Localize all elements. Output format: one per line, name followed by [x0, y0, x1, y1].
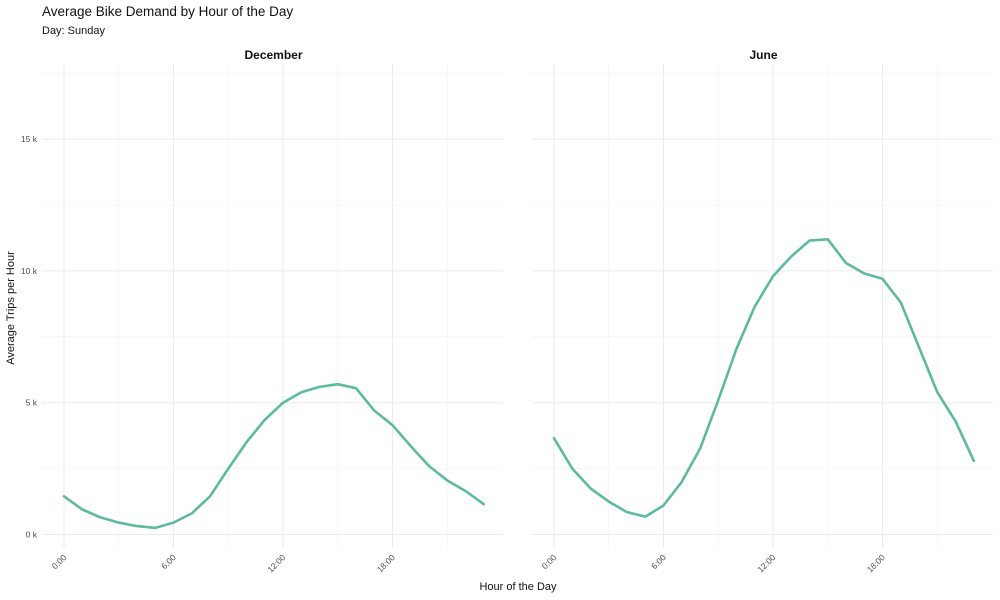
x-tick-label: 6:00	[159, 552, 178, 571]
x-tick-label: 18:00	[865, 552, 887, 574]
series-line-june	[552, 238, 976, 518]
x-tick-label: 0:00	[50, 552, 69, 571]
x-tick-label: 12:00	[265, 552, 287, 574]
panel-june: June 0:00 6:00 12:00 18:00	[532, 48, 993, 574]
x-tick-label: 6:00	[649, 552, 668, 571]
y-tick-label: 5 k	[26, 398, 38, 408]
panel-december: December 0 k 5 k 10 k 15 k 0:00 6:00 12:00 18:00	[21, 48, 503, 574]
facet-title: June	[749, 48, 777, 62]
series-line-december	[62, 382, 486, 530]
facet-title: December	[244, 48, 302, 62]
x-axis-title: Hour of the Day	[479, 581, 557, 593]
y-axis-title: Average Trips per Hour	[5, 251, 17, 365]
y-tick-label: 10 k	[21, 266, 38, 276]
y-tick-label: 15 k	[21, 134, 38, 144]
x-tick-label: 0:00	[540, 552, 559, 571]
x-tick-label: 18:00	[375, 552, 397, 574]
x-tick-label: 12:00	[755, 552, 777, 574]
y-tick-label: 0 k	[26, 530, 38, 540]
chart-title: Average Bike Demand by Hour of the Day	[42, 4, 294, 19]
chart-subtitle: Day: Sunday	[42, 25, 105, 37]
